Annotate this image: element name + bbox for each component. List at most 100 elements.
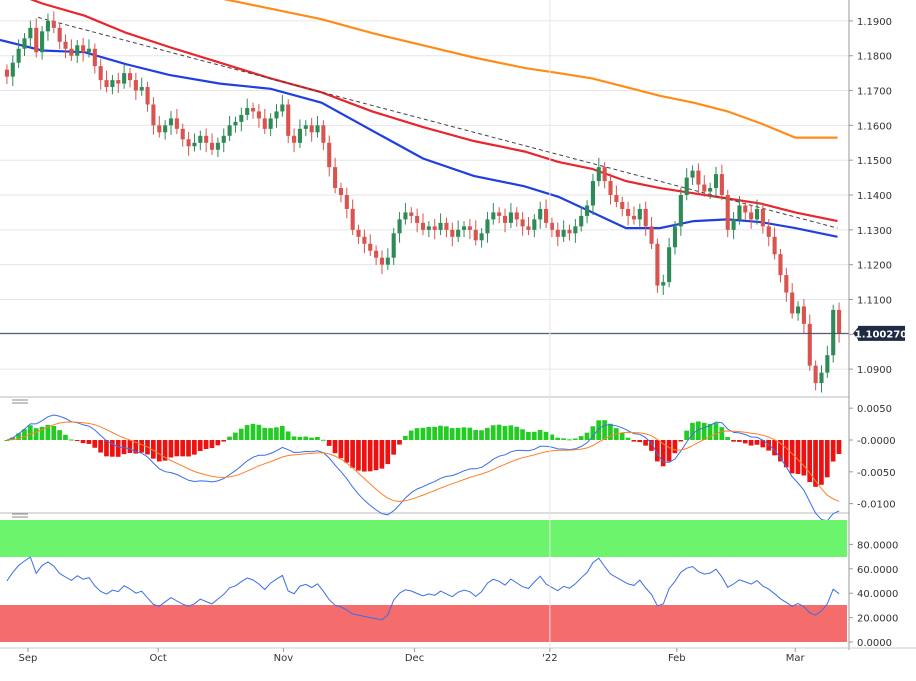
- macd-bar: [578, 436, 584, 440]
- macd-bar: [373, 440, 379, 471]
- macd-bar: [80, 440, 86, 444]
- macd-bar: [531, 431, 537, 440]
- candle-body: [713, 174, 719, 189]
- candle-body: [209, 142, 215, 150]
- macd-bar: [39, 426, 45, 440]
- macd-bar: [22, 429, 27, 440]
- candle-body: [520, 219, 525, 227]
- candle-body: [333, 167, 338, 189]
- macd-bar: [180, 440, 185, 457]
- panel-resize-handle[interactable]: [12, 399, 28, 404]
- macd-bar: [520, 429, 525, 440]
- price-tick-label: 1.1400: [857, 191, 892, 202]
- candle-body: [784, 275, 789, 293]
- candle-body: [145, 87, 150, 105]
- time-tick-label: Oct: [150, 653, 167, 664]
- rsi-tick-label: 80.0000: [857, 540, 898, 551]
- macd-bar: [344, 440, 350, 463]
- candle-body: [743, 205, 748, 213]
- time-tick-label: Mar: [786, 653, 806, 664]
- candle-body: [760, 208, 765, 227]
- macd-bar: [192, 440, 197, 455]
- macd-bar: [461, 427, 467, 440]
- ma-line-fast: [0, 38, 838, 238]
- candle-body: [338, 188, 344, 196]
- macd-bar: [625, 437, 631, 440]
- candle-body: [51, 20, 56, 28]
- macd-bar: [572, 438, 578, 440]
- rsi-line: [6, 556, 840, 621]
- macd-bar: [238, 428, 244, 440]
- rsi-panel: 80.0000 60.0000 40.0000 20.0000 0.0000: [0, 520, 898, 649]
- macd-bar: [86, 440, 92, 444]
- candle-body: [754, 208, 760, 220]
- macd-bar: [33, 428, 39, 440]
- candle-body: [631, 215, 637, 220]
- panel-resize-handle[interactable]: [12, 513, 28, 518]
- candle-body: [379, 257, 385, 265]
- macd-bar: [490, 425, 496, 440]
- macd-bar: [162, 440, 168, 461]
- rsi-tick-label: 60.0000: [857, 565, 898, 576]
- macd-bar: [549, 434, 555, 440]
- candle-body: [637, 208, 642, 220]
- macd-histogram: [4, 420, 842, 487]
- candle-body: [602, 167, 607, 182]
- macd-bar: [649, 440, 654, 451]
- price-tick-label: 1.1600: [857, 121, 892, 132]
- macd-bar: [51, 425, 57, 440]
- candle-body: [778, 254, 783, 276]
- macd-bar: [268, 428, 273, 440]
- macd-bar: [256, 424, 262, 440]
- candle-body: [397, 219, 402, 234]
- macd-bar: [233, 432, 238, 440]
- macd-bar: [690, 422, 695, 440]
- candle-body: [403, 212, 408, 220]
- candle-body: [467, 226, 472, 230]
- macd-bar: [455, 427, 461, 440]
- candle-body: [690, 170, 695, 178]
- macd-bar: [309, 437, 314, 440]
- candle-body: [801, 306, 806, 324]
- macd-bar: [57, 430, 62, 440]
- candle-body: [432, 226, 437, 230]
- candle-body: [696, 170, 701, 185]
- macd-bar: [45, 424, 51, 440]
- macd-bar: [197, 440, 203, 451]
- macd-bar: [174, 440, 180, 457]
- macd-tick-label: -0.0100: [857, 500, 896, 511]
- macd-bar: [420, 427, 426, 440]
- macd-bar: [590, 426, 596, 440]
- candle-body: [34, 27, 39, 53]
- candle-body: [614, 195, 619, 202]
- candle-body: [608, 181, 613, 196]
- candle-body: [807, 323, 812, 366]
- macd-bar: [27, 425, 33, 440]
- macd-bar: [748, 440, 754, 446]
- time-tick-label: Feb: [668, 653, 686, 664]
- macd-bar: [361, 440, 367, 472]
- macd-bar: [707, 423, 713, 440]
- candle-body: [415, 215, 420, 223]
- macd-bar: [701, 422, 707, 440]
- candle-body: [549, 222, 554, 230]
- macd-bar: [596, 420, 602, 440]
- candle-body: [321, 125, 326, 143]
- candle-body: [532, 219, 537, 230]
- price-tick-label: 1.0900: [857, 365, 892, 376]
- candle-body: [75, 45, 80, 56]
- macd-bar: [16, 433, 21, 440]
- macd-bar: [766, 440, 772, 451]
- macd-bar: [631, 440, 637, 442]
- macd-bar: [244, 425, 250, 440]
- macd-bar: [74, 440, 80, 441]
- candle-body: [461, 226, 467, 230]
- candle-body: [426, 226, 431, 230]
- price-tick-label: 1.1700: [857, 87, 892, 98]
- candle-body: [438, 222, 443, 230]
- price-tick-label: 1.1100: [857, 295, 892, 306]
- macd-bar: [426, 426, 432, 440]
- macd-bar: [830, 440, 836, 462]
- macd-bar: [68, 439, 74, 441]
